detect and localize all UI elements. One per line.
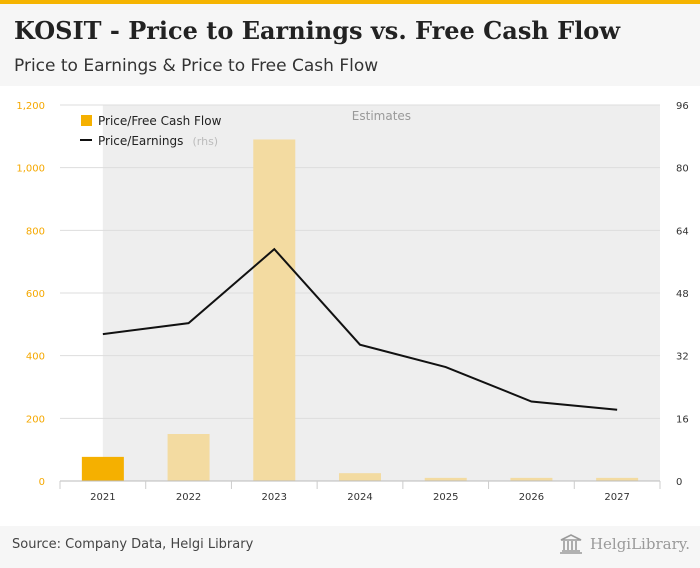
left-tick-label: 600: [26, 289, 45, 300]
bar-2022: [167, 434, 210, 481]
right-tick-label: 16: [676, 414, 689, 425]
legend-label-pe-suffix: (rhs): [192, 135, 218, 148]
left-tick-label: 1,000: [16, 164, 45, 175]
right-tick-label: 0: [676, 477, 682, 488]
legend-label-pe: Price/Earnings (rhs): [98, 130, 218, 149]
bar-2027: [596, 477, 639, 481]
top-accent-bar: [0, 0, 700, 4]
bar-2023: [253, 139, 296, 481]
chart-header: KOSIT - Price to Earnings vs. Free Cash …: [0, 4, 700, 86]
right-tick-label: 32: [676, 352, 689, 363]
left-tick-label: 400: [26, 352, 45, 363]
bar-2024: [339, 473, 381, 481]
x-tick-label: 2027: [604, 492, 629, 503]
legend-label-pe-name: Price/Earnings: [98, 134, 183, 148]
legend: Price/Free Cash Flow Price/Earnings (rhs…: [80, 114, 222, 149]
axes: 0 200 400 600 800 1,000 1,200 0 16 32 48 64 80 96 2021…: [16, 101, 688, 503]
source-note: Source: Company Data, Helgi Library: [12, 537, 254, 552]
x-tick-label: 2024: [347, 492, 372, 503]
chart-area: Estimates 0 200 400 600 800 1,000 1,200 0 16 32 48…: [16, 101, 688, 503]
right-tick-label: 80: [676, 164, 689, 175]
chart-footer: Source: Company Data, Helgi Library Helg…: [0, 526, 700, 568]
library-building-icon: [559, 534, 582, 554]
x-tick-label: 2026: [519, 492, 544, 503]
right-tick-label: 96: [676, 101, 689, 112]
legend-swatch-price-fcf: [81, 115, 92, 126]
left-tick-label: 0: [39, 477, 45, 488]
x-tick-label: 2021: [90, 492, 115, 503]
pe-line: [102, 247, 618, 411]
left-tick-label: 200: [26, 414, 45, 425]
logo-text: HelgiLibrary.: [589, 535, 690, 553]
chart-title: KOSIT - Price to Earnings vs. Free Cash …: [14, 16, 620, 45]
x-tick-label: 2025: [433, 492, 458, 503]
chart-subtitle: Price to Earnings & Price to Free Cash F…: [14, 56, 379, 76]
legend-label-price-fcf: Price/Free Cash Flow: [98, 114, 222, 128]
left-tick-label: 1,200: [16, 101, 45, 112]
bar-series: [81, 139, 639, 481]
left-tick-label: 800: [26, 226, 45, 237]
bar-2021: [81, 456, 124, 481]
right-tick-label: 48: [676, 289, 689, 300]
bar-2025: [424, 477, 467, 481]
x-tick-label: 2023: [262, 492, 287, 503]
estimates-label: Estimates: [352, 109, 411, 123]
bar-2026: [510, 477, 553, 481]
right-tick-label: 64: [676, 226, 689, 237]
x-tick-label: 2022: [176, 492, 201, 503]
helgi-library-logo: HelgiLibrary.: [558, 534, 690, 554]
